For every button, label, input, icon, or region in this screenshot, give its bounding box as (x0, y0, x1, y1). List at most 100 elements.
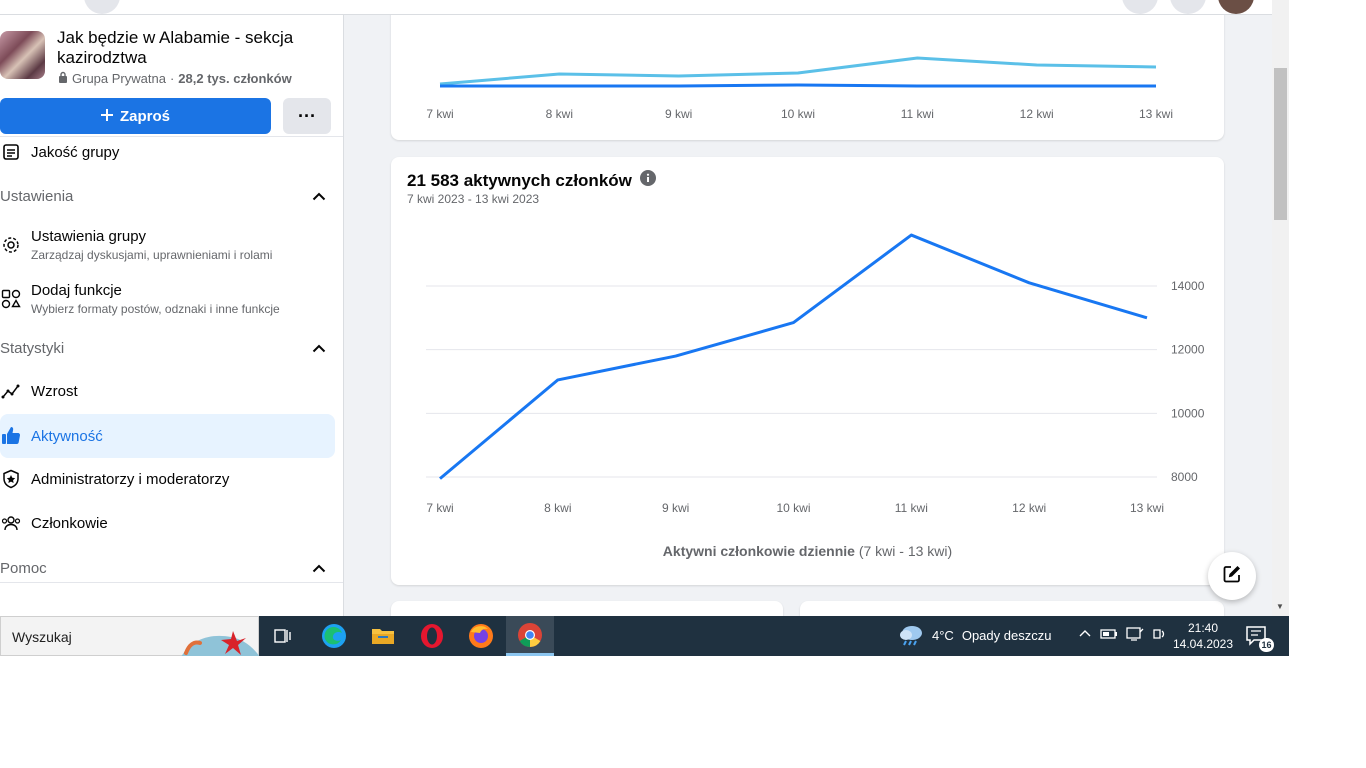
system-tray (1078, 626, 1168, 642)
sidebar-item-label: Aktywność (31, 427, 103, 445)
series-line (439, 233, 1148, 480)
header-button[interactable] (84, 0, 120, 14)
sidebar-item-admins[interactable]: Administratorzy i moderatorzy (0, 458, 335, 500)
taskbar-app-opera[interactable] (408, 616, 456, 656)
taskbar-clock[interactable]: 21:40 14.04.2023 (1166, 620, 1240, 652)
group-privacy: Grupa Prywatna (72, 71, 166, 86)
network-icon[interactable] (1126, 626, 1144, 642)
x-tick-label: 12 kwi (1012, 501, 1046, 515)
sidebar-item-group-settings[interactable]: Ustawienia grupy Zarządzaj dyskusjami, u… (0, 223, 335, 267)
y-tick-label: 14000 (1171, 279, 1205, 293)
battery-icon[interactable] (1100, 627, 1118, 641)
firefox-icon (469, 624, 493, 648)
header-button[interactable] (1122, 0, 1158, 14)
clock-date: 14.04.2023 (1172, 637, 1234, 651)
sidebar-item-label: Administratorzy i moderatorzy (31, 470, 230, 488)
chart-title-text: 21 583 aktywnych członków (407, 170, 632, 190)
x-tick-label: 13 kwi (1139, 107, 1173, 121)
members-icon (0, 512, 22, 534)
screen: Jakość grupy Jak będzie w Alabamie - sek… (0, 0, 1289, 656)
sidebar-item-label: Dodaj funkcje (31, 282, 122, 299)
x-tick-label: 9 kwi (662, 501, 689, 515)
sidebar-item-members[interactable]: Członkowie (0, 502, 335, 544)
chevron-up-icon[interactable] (308, 557, 330, 579)
profile-avatar[interactable] (1218, 0, 1254, 14)
search-highlight-art-icon (181, 631, 260, 656)
sidebar-item-description: Zarządzaj dyskusjami, uprawnieniami i ro… (31, 248, 273, 262)
sidebar-item-add-features[interactable]: Dodaj funkcje Wybierz formaty postów, od… (0, 277, 335, 321)
members-line-chart: 7 kwi 8 kwi 9 kwi 10 kwi 11 kwi 12 kwi 13 kwi (426, 56, 1173, 121)
lock-icon (58, 71, 68, 86)
new-post-button[interactable] (1208, 552, 1256, 600)
notification-center-button[interactable]: 16 (1246, 626, 1274, 652)
notification-count-badge: 16 (1259, 638, 1274, 652)
volume-icon[interactable] (1152, 626, 1168, 642)
x-tick-label: 10 kwi (781, 107, 815, 121)
group-meta: Grupa Prywatna · 28,2 tys. członków (58, 71, 292, 86)
x-tick-label: 7 kwi (426, 107, 453, 121)
growth-icon (0, 380, 22, 402)
x-tick-label: 9 kwi (665, 107, 692, 121)
sidebar-item-label: Członkowie (31, 514, 108, 532)
y-tick-label: 12000 (1171, 343, 1205, 357)
task-view-button[interactable] (259, 616, 307, 656)
sidebar-item-growth[interactable]: Wzrost (0, 370, 335, 412)
scrollbar-thumb[interactable] (1274, 68, 1287, 220)
sidebar-item-group-quality[interactable]: Jakość grupy (0, 139, 335, 165)
task-view-icon (274, 629, 291, 643)
sidebar-item-label: Wzrost (31, 382, 78, 400)
more-label: ··· (298, 106, 316, 126)
section-header-help[interactable]: Pomoc (0, 557, 330, 579)
group-header: Jak będzie w Alabamie - sekcja kazirodzt… (0, 15, 343, 137)
page-scrollbar[interactable]: ▼ (1272, 0, 1289, 616)
clock-time: 21:40 (1187, 621, 1219, 635)
gear-icon (0, 234, 22, 256)
group-avatar[interactable] (0, 31, 45, 79)
invite-button[interactable]: Zaproś (0, 98, 271, 134)
series-line (440, 83, 1156, 88)
members-chart-card: 7 kwi 8 kwi 9 kwi 10 kwi 11 kwi 12 kwi 13 kwi (391, 0, 1224, 140)
section-title: Statystyki (0, 339, 65, 357)
windows-taskbar: Wyszukaj 4°C Opady deszczu (0, 616, 1289, 656)
sidebar-item-label: Ustawienia grupy (31, 228, 147, 245)
top-navigation-bar (0, 0, 1272, 15)
opera-icon (421, 624, 443, 648)
chart-date-range: 7 kwi 2023 - 13 kwi 2023 (407, 192, 540, 206)
sidebar-item-activity[interactable]: Aktywność (0, 414, 335, 458)
taskbar-search-label: Wyszukaj (12, 629, 72, 645)
group-name[interactable]: Jak będzie w Alabamie - sekcja kazirodzt… (57, 28, 294, 67)
x-tick-label: 13 kwi (1130, 501, 1164, 515)
sidebar-item-label: Jakość grupy (31, 143, 120, 161)
taskbar-app-chrome[interactable] (506, 616, 554, 656)
thumbs-up-icon (0, 425, 22, 447)
taskbar-app-edge[interactable] (310, 616, 358, 656)
chrome-icon (518, 622, 542, 647)
x-tick-label: 7 kwi (426, 501, 453, 515)
meta-separator: · (169, 71, 175, 86)
series-line (439, 56, 1157, 86)
chevron-up-icon[interactable] (308, 337, 330, 359)
section-header-stats[interactable]: Statystyki (0, 337, 330, 359)
info-icon[interactable] (639, 170, 656, 191)
chevron-up-icon[interactable] (1078, 627, 1092, 641)
chart-caption-range: (7 kwi - 13 kwi) (858, 543, 953, 559)
chevron-up-icon[interactable] (308, 185, 330, 207)
more-options-button[interactable]: ··· (283, 98, 331, 134)
taskbar-search-box[interactable]: Wyszukaj (0, 616, 260, 656)
document-icon (0, 141, 22, 163)
section-title: Ustawienia (0, 187, 74, 205)
chart-title: 21 583 aktywnych członków (407, 170, 656, 191)
taskbar-app-file-explorer[interactable] (359, 616, 407, 656)
group-member-count: 28,2 tys. członków (178, 71, 292, 86)
scroll-down-arrow-icon[interactable]: ▼ (1276, 602, 1284, 611)
header-button[interactable] (1170, 0, 1206, 14)
section-header-settings[interactable]: Ustawienia (0, 185, 330, 207)
group-admin-sidebar: Jakość grupy Jak będzie w Alabamie - sek… (0, 15, 344, 616)
chart-caption: Aktywni członkowie dziennie (7 kwi - 13 … (391, 543, 1224, 559)
file-explorer-icon (372, 629, 394, 644)
active-members-line-chart: 8000 10000 12000 14000 7 kwi 8 kwi 9 kwi 10 kwi… (426, 233, 1205, 515)
taskbar-weather[interactable]: 4°C Opady deszczu (898, 624, 1051, 646)
taskbar-app-firefox[interactable] (457, 616, 505, 656)
shield-star-icon (0, 468, 22, 490)
x-tick-label: 10 kwi (776, 501, 810, 515)
